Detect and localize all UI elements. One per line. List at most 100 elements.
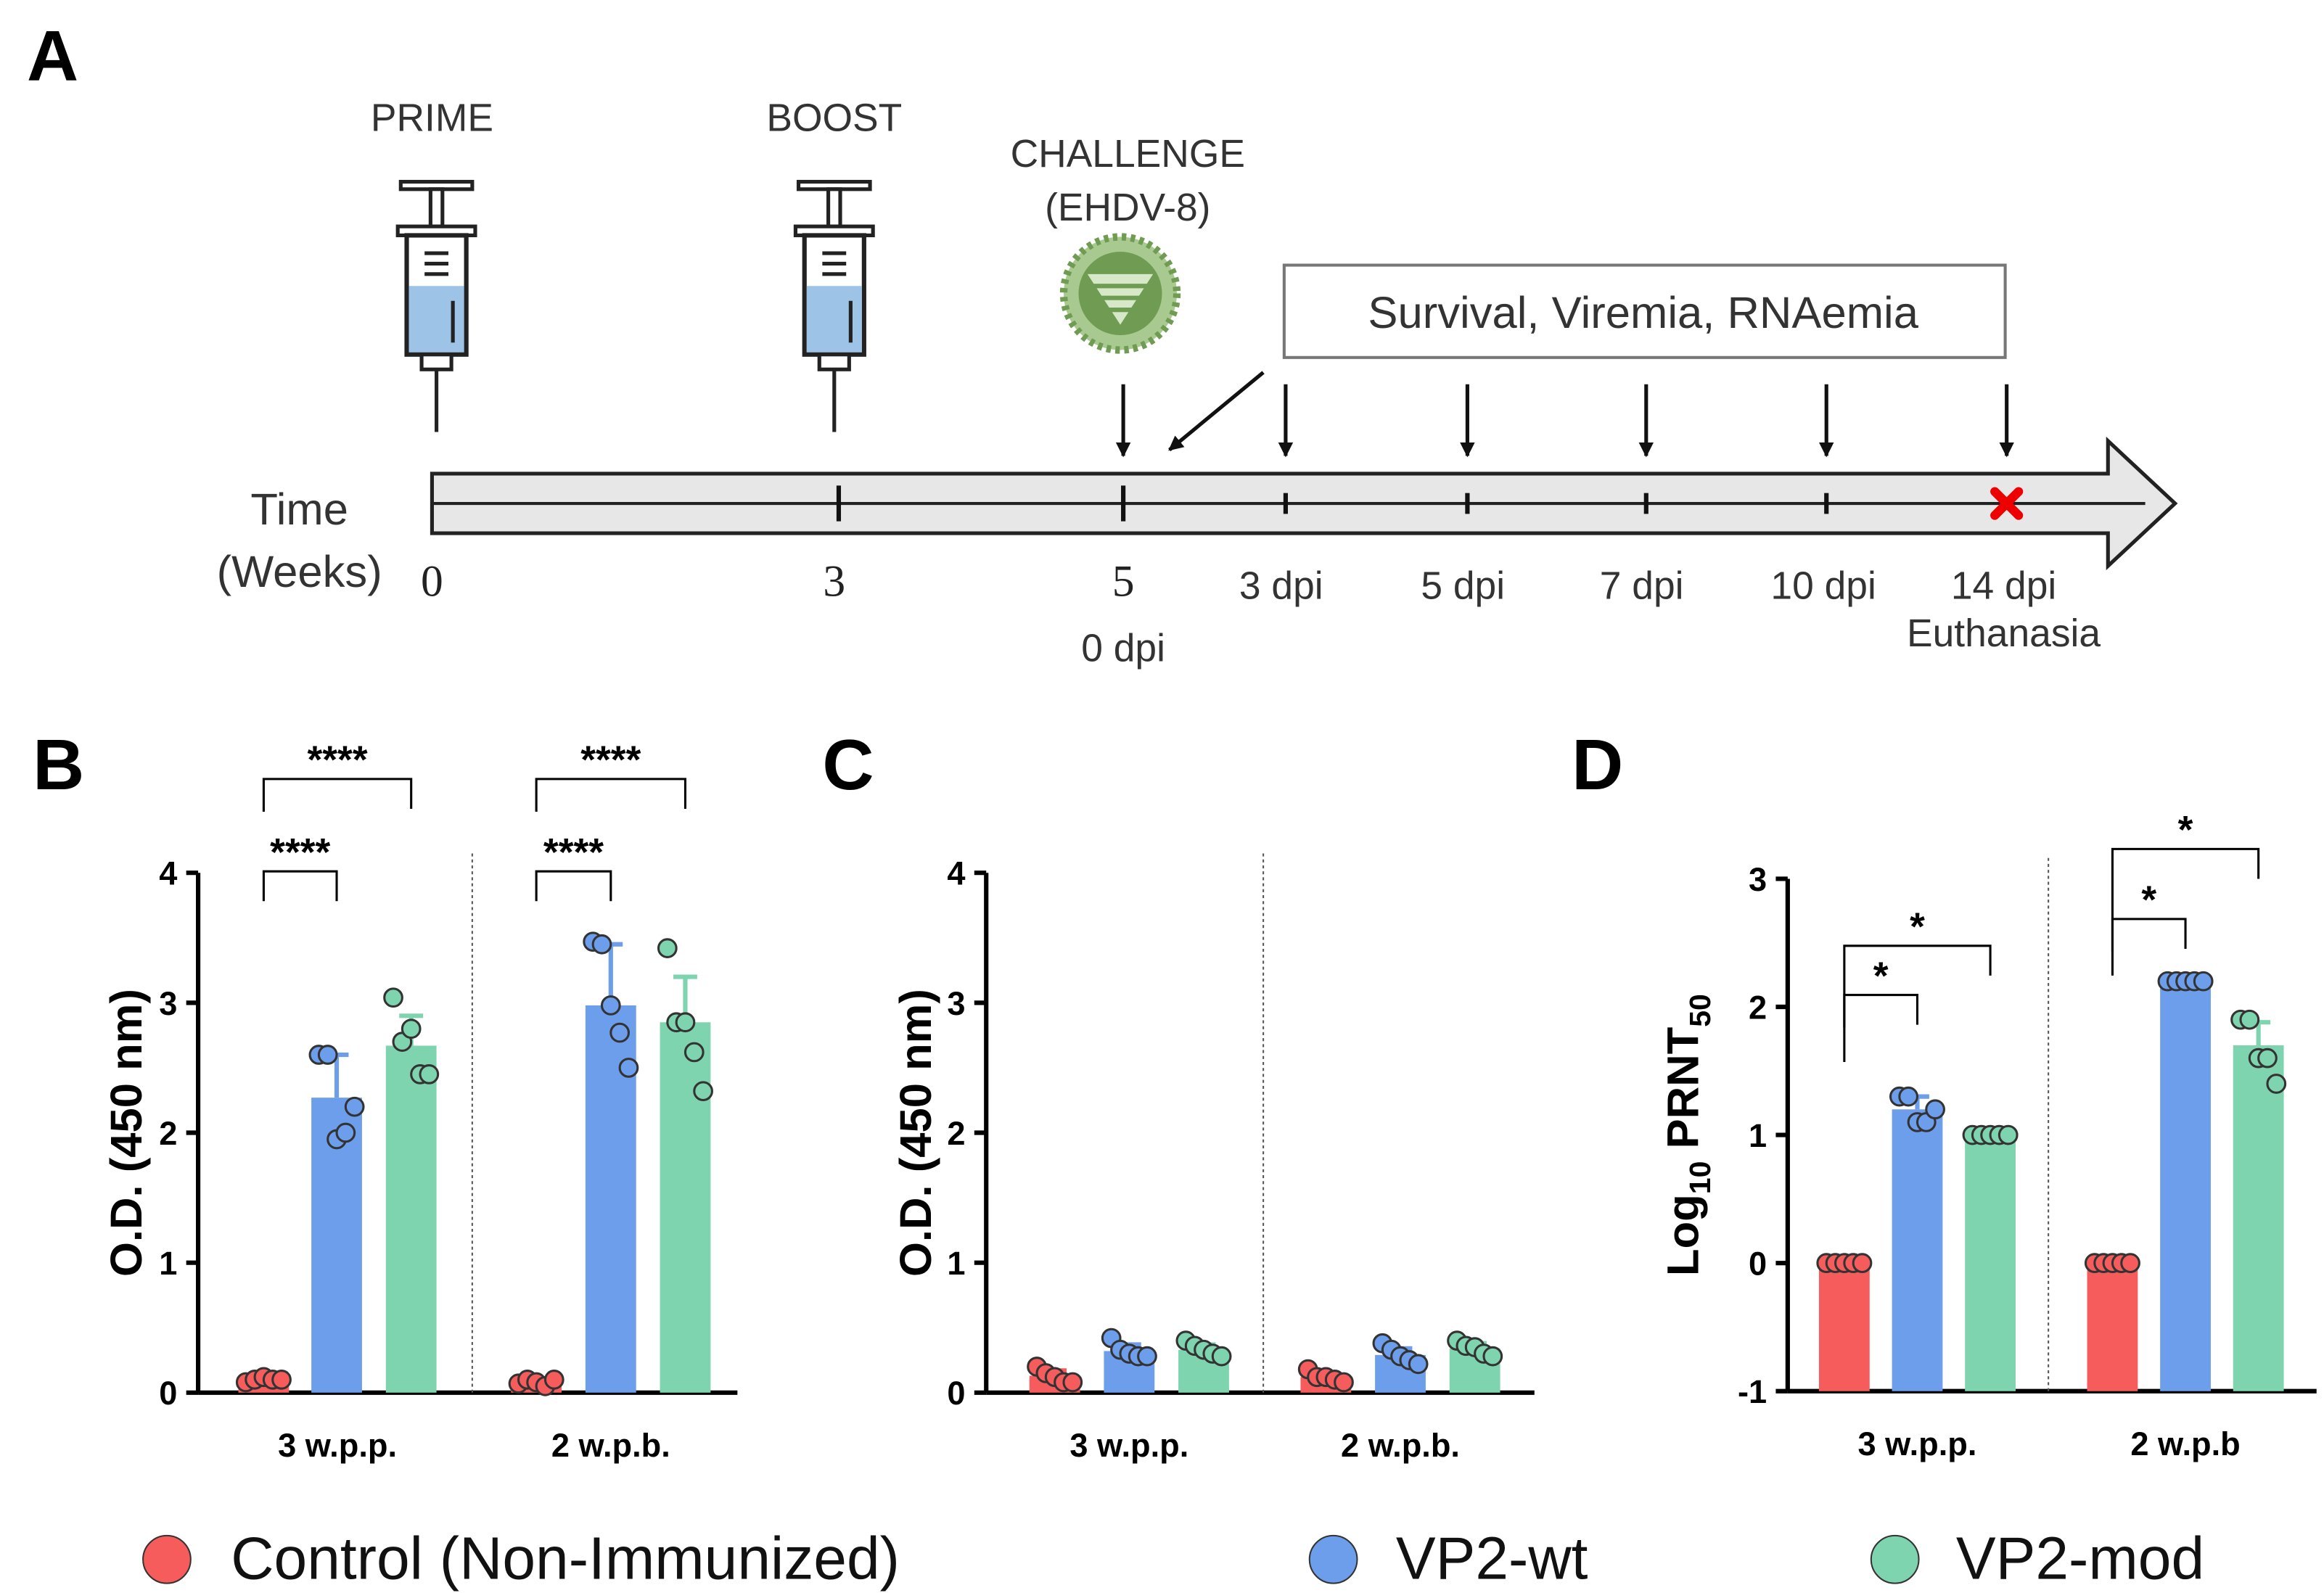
data-point	[419, 1064, 440, 1084]
data-point	[1334, 1372, 1354, 1393]
significance-label: ****	[270, 831, 330, 874]
event-sublabel: (EHDV-8)	[1045, 186, 1210, 229]
y-tick-label: 4	[947, 855, 965, 892]
data-point	[383, 987, 403, 1008]
significance-label: ****	[308, 739, 368, 782]
significance-label: *	[2178, 809, 2193, 852]
label-part: Log	[1659, 1194, 1709, 1276]
subscript: 50	[1683, 994, 1717, 1027]
end-note: Euthanasia	[1907, 612, 2101, 655]
euthanasia-mark	[1990, 487, 2024, 520]
data-point	[618, 1058, 639, 1078]
bar	[385, 1045, 437, 1393]
data-point	[683, 1042, 705, 1063]
event-label: PRIME	[371, 97, 493, 140]
data-point	[657, 938, 678, 958]
significance-bracket	[2111, 918, 2187, 952]
x-tick-label: 2 w.p.b	[2130, 1425, 2240, 1462]
legend-marker	[142, 1534, 192, 1584]
subscript: 10	[1683, 1161, 1717, 1195]
panel-label: D	[1572, 725, 1623, 804]
y-tick-label: 1	[159, 1245, 177, 1282]
bar	[1818, 1263, 1870, 1391]
axis-label: (Weeks)	[217, 547, 382, 597]
y-tick-label: 1	[947, 1245, 965, 1282]
data-point	[271, 1370, 292, 1390]
y-tick-label: 3	[1749, 861, 1767, 898]
significance-bracket	[535, 778, 687, 812]
y-tick-label: 4	[159, 855, 177, 892]
significance-bracket	[1843, 944, 1992, 1028]
event-label: BOOST	[766, 97, 902, 140]
legend-marker	[1870, 1534, 1920, 1584]
y-tick-label: 2	[947, 1115, 965, 1152]
data-point	[317, 1045, 338, 1065]
data-point	[600, 995, 621, 1016]
data-point	[1852, 1253, 1873, 1274]
x-tick-label: 2 w.p.b.	[1341, 1427, 1460, 1464]
x-tick-label: 2 w.p.b.	[551, 1427, 670, 1464]
data-point	[344, 1096, 365, 1117]
significance-bracket	[1843, 994, 1919, 1062]
data-point	[1137, 1346, 1157, 1367]
bar	[1892, 1109, 1943, 1391]
significance-label: ****	[543, 831, 604, 874]
data-point	[2257, 1047, 2278, 1069]
data-point	[591, 934, 612, 955]
outcome-text: Survival, Viremia, RNAemia	[1368, 288, 1918, 338]
significance-label: ****	[580, 739, 641, 782]
syringe-icon	[398, 182, 475, 432]
sampling-arrows	[1115, 371, 2014, 458]
panel-label: B	[33, 725, 84, 804]
timeline-ticks	[836, 485, 1829, 522]
legend-label: Control (Non-Immunized)	[231, 1526, 900, 1592]
y-tick-label: 2	[1749, 989, 1767, 1026]
data-point	[693, 1081, 713, 1102]
legend-label: VP2-wt	[1396, 1526, 1588, 1592]
dpi-label: 5 dpi	[1421, 564, 1505, 607]
data-point	[1898, 1086, 1919, 1107]
significance-label: *	[1873, 955, 1889, 997]
significance-bracket	[262, 778, 413, 812]
legend-label: VP2-mod	[1956, 1526, 2204, 1592]
y-tick-label: 0	[947, 1375, 965, 1412]
bar	[2087, 1263, 2138, 1391]
data-point	[401, 1018, 422, 1040]
y-axis-label: Log10 PRNT50	[1659, 994, 1717, 1276]
event-label: CHALLENGE	[1011, 133, 1245, 176]
bar	[1965, 1135, 2016, 1391]
data-point	[2266, 1074, 2287, 1094]
data-point	[1408, 1354, 1429, 1375]
dpi-label: 14 dpi	[1951, 564, 2056, 607]
data-point	[1062, 1372, 1083, 1393]
x-tick-label: 3 w.p.p.	[278, 1427, 397, 1464]
dpi-label: 7 dpi	[1600, 564, 1684, 607]
y-axis-label: O.D. (450 nm)	[891, 989, 941, 1277]
significance-bracket	[2111, 847, 2260, 976]
data-point	[2120, 1253, 2140, 1274]
outcome-box	[1282, 263, 2007, 359]
label-part: PRNT	[1659, 1027, 1709, 1161]
y-axis-label: O.D. (450 nm)	[102, 989, 152, 1277]
data-point	[609, 1022, 630, 1043]
bar	[660, 1022, 711, 1393]
axis-label: Time	[250, 485, 348, 535]
data-point	[1997, 1124, 2019, 1145]
y-tick-label: -1	[1738, 1373, 1767, 1410]
data-point	[335, 1122, 356, 1143]
dpi-label: 0 dpi	[1081, 627, 1165, 670]
data-point	[1482, 1346, 1503, 1367]
significance-label: *	[1910, 906, 1925, 949]
significance-bracket	[535, 870, 612, 902]
significance-label: *	[2141, 879, 2156, 922]
data-point	[1211, 1346, 1232, 1367]
data-point	[1925, 1099, 1945, 1120]
y-tick-label: 1	[1749, 1117, 1767, 1154]
dpi-label: 10 dpi	[1770, 564, 1876, 607]
week-label: 3	[823, 556, 845, 606]
data-point	[2193, 971, 2214, 992]
syringe-icon	[795, 182, 873, 432]
data-point	[2239, 1009, 2260, 1030]
y-tick-label: 3	[947, 985, 965, 1022]
